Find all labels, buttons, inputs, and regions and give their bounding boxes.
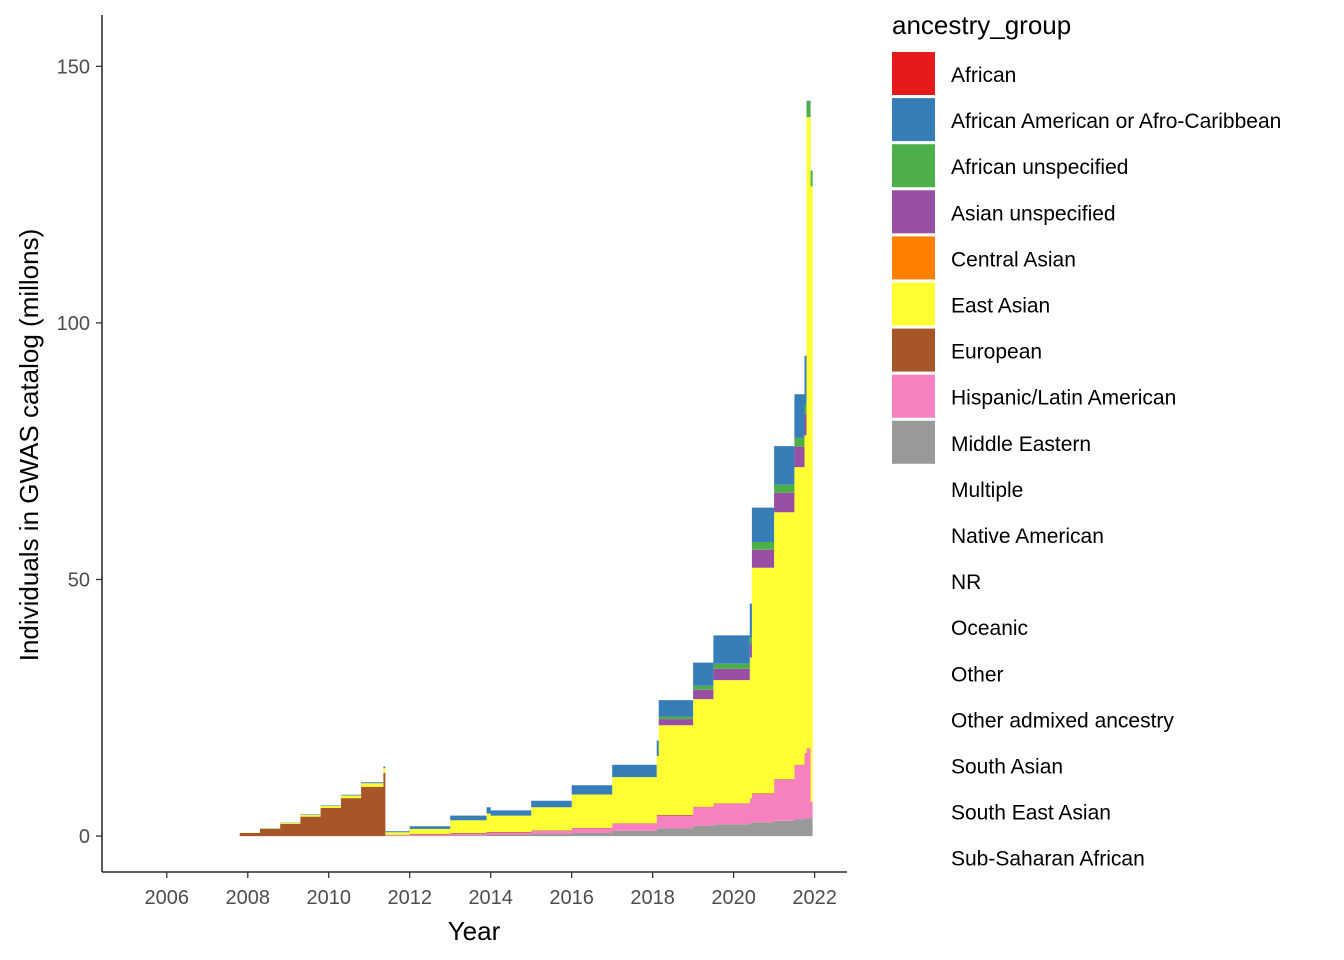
legend-label-nr: NR — [951, 571, 981, 594]
legend-title: ancestry_group — [892, 10, 1071, 40]
area-european-segment-1 — [219, 773, 386, 837]
axes — [101, 15, 847, 873]
legend-label-asian-unspecified: Asian unspecified — [951, 202, 1116, 225]
legend-label-central-asian: Central Asian — [951, 248, 1076, 271]
x-tick-label-2022: 2022 — [792, 887, 837, 909]
legend-label-oceanic: Oceanic — [951, 617, 1028, 640]
x-tick-label-2008: 2008 — [226, 887, 271, 909]
legend-swatch-hispanic-latin-american — [892, 374, 935, 418]
legend-swatch-african-american-or-afro-caribbean — [892, 98, 935, 142]
legend-swatch-asian-unspecified — [892, 190, 935, 234]
legend-label-multiple: Multiple — [951, 479, 1023, 502]
legend-swatch-central-asian — [892, 236, 935, 280]
x-ticks: 2006 2008 2010 2012 2014 2016 2018 2020 2022 — [145, 872, 837, 909]
legend-label-african: African — [951, 64, 1016, 87]
legend-swatch-european — [892, 328, 935, 372]
legend-swatch-east-asian — [892, 282, 935, 326]
y-tick-label-150: 150 — [57, 56, 90, 78]
legend-label-middle-eastern: Middle Eastern — [951, 433, 1091, 456]
legend-label-african-unspecified: African unspecified — [951, 156, 1128, 179]
y-ticks: 0 50 100 150 — [57, 56, 102, 848]
x-tick-label-2012: 2012 — [387, 887, 432, 909]
legend-swatch-middle-eastern — [892, 420, 935, 464]
legend-label-hispanic-latin-american: Hispanic/Latin American — [951, 387, 1176, 410]
legend-swatch-african — [892, 52, 935, 95]
legend-swatch-african-unspecified — [892, 144, 935, 188]
legend-label-other-admixed-ancestry: Other admixed ancestry — [951, 709, 1174, 732]
area-east-asian-segment-2 — [385, 117, 813, 835]
legend-label-south-east-asian: South East Asian — [951, 802, 1111, 825]
y-tick-label-100: 100 — [57, 313, 90, 335]
x-tick-label-2006: 2006 — [145, 887, 190, 909]
area-middle-eastern-segment-2 — [385, 818, 813, 837]
legend-label-sub-saharan-african: Sub-Saharan African — [951, 848, 1145, 871]
legend-label-native-american: Native American — [951, 525, 1104, 548]
y-axis-title: Individuals in GWAS catalog (millons) — [14, 229, 44, 662]
x-tick-label-2016: 2016 — [549, 887, 594, 909]
area-hispanic-latin-american-segment-2 — [385, 748, 813, 836]
x-tick-label-2010: 2010 — [306, 887, 351, 909]
legend-label-african-american-or-afro-caribbean: African American or Afro-Caribbean — [951, 110, 1281, 133]
legend: African African American or Afro-Caribbea… — [892, 52, 1281, 871]
y-tick-label-0: 0 — [79, 826, 90, 848]
legend-label-south-asian: South Asian — [951, 756, 1063, 779]
y-tick-label-50: 50 — [68, 569, 90, 591]
legend-label-east-asian: East Asian — [951, 295, 1050, 318]
legend-label-other: Other — [951, 663, 1004, 686]
legend-label-european: European — [951, 341, 1042, 364]
x-tick-label-2014: 2014 — [468, 887, 513, 909]
x-axis-title: Year — [448, 916, 501, 946]
x-tick-label-2020: 2020 — [711, 887, 756, 909]
x-tick-label-2018: 2018 — [630, 887, 675, 909]
plot-areas — [219, 100, 813, 837]
